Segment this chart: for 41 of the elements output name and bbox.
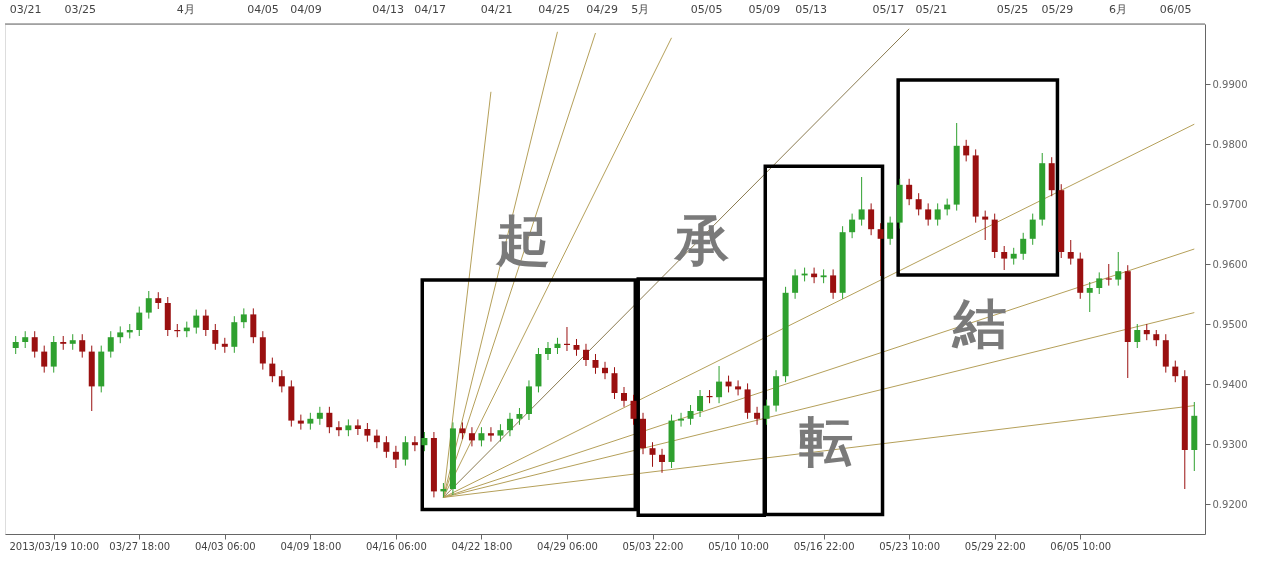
x-tick-label: 05/16 22:00 xyxy=(793,540,855,552)
y-tick-label: 0.9400 xyxy=(1212,378,1248,390)
x-tick-label: 04/16 06:00 xyxy=(365,540,427,552)
text: 6月 xyxy=(1109,3,1128,16)
text: 04/17 xyxy=(414,3,446,16)
text: 05/13 xyxy=(795,3,828,16)
text: 03/25 xyxy=(64,3,97,16)
y-tick-label: 0.9500 xyxy=(1212,318,1248,330)
x-tick-label: 2013/03/19 10:00 xyxy=(9,540,100,552)
x-tick-label: 03/27 18:00 xyxy=(109,540,171,552)
y-tick-label: 0.9200 xyxy=(1212,498,1248,510)
text: 04/29 xyxy=(586,3,618,16)
text: 06/05 xyxy=(1159,3,1192,16)
y-tick-label: 0.9300 xyxy=(1212,438,1248,450)
text: 05/25 xyxy=(996,3,1029,16)
y-tick-label: 0.9800 xyxy=(1212,138,1248,150)
text: 04/09 xyxy=(290,3,322,16)
x-tick-label: 05/03 22:00 xyxy=(622,540,684,552)
text: 4月 xyxy=(176,3,195,16)
x-tick-label: 05/10 10:00 xyxy=(708,540,769,552)
x-tick-label: 06/05 10:00 xyxy=(1050,540,1112,552)
text: 05/17 xyxy=(872,3,905,16)
text: 04/05 xyxy=(247,3,279,16)
y-tick-label: 0.9600 xyxy=(1212,258,1248,270)
y-tick-label: 0.9900 xyxy=(1212,78,1248,90)
x-tick-label: 04/22 18:00 xyxy=(451,540,513,552)
x-tick-label: 04/09 18:00 xyxy=(280,540,342,552)
text: 04/21 xyxy=(480,3,513,16)
y-tick-label: 0.9700 xyxy=(1212,198,1248,210)
text: 5月 xyxy=(631,3,650,16)
text: 03/21 xyxy=(9,3,42,16)
x-tick-label: 05/29 22:00 xyxy=(964,540,1026,552)
text: 04/25 xyxy=(538,3,571,16)
text: 04/13 xyxy=(372,3,404,16)
text: 05/29 xyxy=(1041,3,1074,16)
x-tick-label: 05/23 10:00 xyxy=(879,540,941,552)
text: 05/05 xyxy=(690,3,723,16)
text: 05/21 xyxy=(915,3,948,16)
x-tick-label: 04/03 06:00 xyxy=(194,540,256,552)
x-tick-label: 04/29 06:00 xyxy=(537,540,598,552)
text: 05/09 xyxy=(748,3,781,16)
